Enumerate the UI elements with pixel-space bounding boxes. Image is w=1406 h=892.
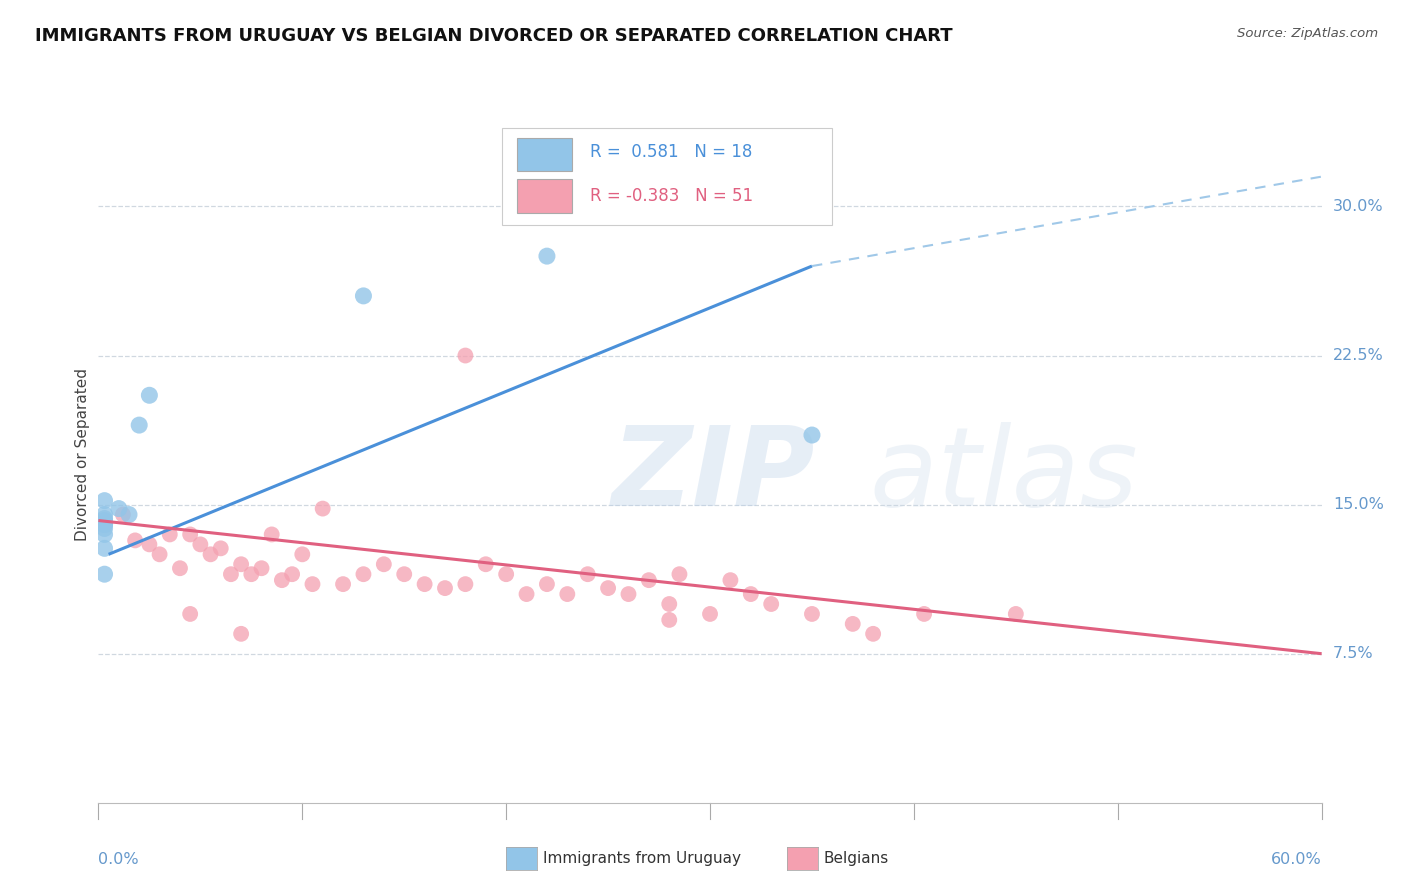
Point	[291, 547, 314, 561]
Point	[373, 558, 395, 572]
Point	[231, 558, 253, 572]
Point	[301, 577, 323, 591]
Text: Source: ZipAtlas.com: Source: ZipAtlas.com	[1237, 27, 1378, 40]
Point	[93, 511, 115, 525]
Point	[209, 541, 232, 556]
Point	[352, 567, 374, 582]
Text: 7.5%: 7.5%	[1333, 646, 1374, 661]
Point	[433, 581, 456, 595]
Point	[128, 418, 150, 433]
Point	[312, 501, 335, 516]
Point	[138, 537, 160, 551]
Point	[801, 607, 824, 621]
Text: 60.0%: 60.0%	[1271, 852, 1322, 866]
Point	[658, 597, 681, 611]
Point	[93, 517, 115, 532]
Y-axis label: Divorced or Separated: Divorced or Separated	[75, 368, 90, 541]
Point	[862, 627, 884, 641]
Point	[912, 607, 935, 621]
Point	[93, 517, 115, 532]
Point	[536, 577, 558, 591]
Point	[718, 573, 742, 587]
Point	[576, 567, 599, 582]
Point	[281, 567, 304, 582]
Text: IMMIGRANTS FROM URUGUAY VS BELGIAN DIVORCED OR SEPARATED CORRELATION CHART: IMMIGRANTS FROM URUGUAY VS BELGIAN DIVOR…	[35, 27, 953, 45]
Text: atlas: atlas	[869, 422, 1137, 529]
Text: ZIP: ZIP	[612, 422, 815, 529]
Point	[801, 428, 824, 442]
Text: R = -0.383   N = 51: R = -0.383 N = 51	[591, 187, 754, 205]
Point	[270, 573, 294, 587]
Point	[93, 567, 115, 582]
Point	[454, 577, 477, 591]
Point	[93, 541, 115, 556]
Point	[596, 581, 619, 595]
Text: Belgians: Belgians	[824, 852, 889, 866]
Point	[536, 249, 558, 263]
Point	[352, 289, 374, 303]
Point	[93, 521, 115, 535]
Point	[759, 597, 782, 611]
Point	[138, 388, 160, 402]
Point	[413, 577, 436, 591]
Point	[108, 501, 131, 516]
Point	[231, 627, 253, 641]
Text: Immigrants from Uruguay: Immigrants from Uruguay	[543, 852, 741, 866]
Point	[118, 508, 141, 522]
Text: R =  0.581   N = 18: R = 0.581 N = 18	[591, 144, 752, 161]
Text: 0.0%: 0.0%	[98, 852, 139, 866]
Point	[516, 587, 538, 601]
Text: 30.0%: 30.0%	[1333, 199, 1384, 214]
Text: 15.0%: 15.0%	[1333, 497, 1384, 512]
Point	[169, 561, 191, 575]
Point	[188, 537, 212, 551]
Text: 22.5%: 22.5%	[1333, 348, 1384, 363]
Point	[841, 616, 863, 631]
FancyBboxPatch shape	[517, 137, 572, 171]
Point	[179, 527, 201, 541]
Point	[240, 567, 263, 582]
FancyBboxPatch shape	[502, 128, 832, 226]
Point	[93, 514, 115, 528]
Point	[93, 527, 115, 541]
Point	[93, 508, 115, 522]
Point	[219, 567, 242, 582]
Point	[1004, 607, 1026, 621]
Point	[260, 527, 283, 541]
Point	[332, 577, 354, 591]
Point	[93, 493, 115, 508]
Point	[495, 567, 517, 582]
Point	[124, 533, 146, 548]
Point	[668, 567, 690, 582]
Point	[658, 613, 681, 627]
Point	[111, 508, 134, 522]
Point	[93, 516, 115, 530]
Point	[149, 547, 172, 561]
Point	[740, 587, 762, 601]
Point	[454, 349, 477, 363]
Point	[555, 587, 579, 601]
Point	[637, 573, 661, 587]
FancyBboxPatch shape	[517, 179, 572, 213]
Point	[392, 567, 416, 582]
Point	[699, 607, 721, 621]
Point	[159, 527, 181, 541]
Point	[617, 587, 640, 601]
Point	[250, 561, 273, 575]
Point	[474, 558, 498, 572]
Point	[179, 607, 201, 621]
Point	[200, 547, 222, 561]
